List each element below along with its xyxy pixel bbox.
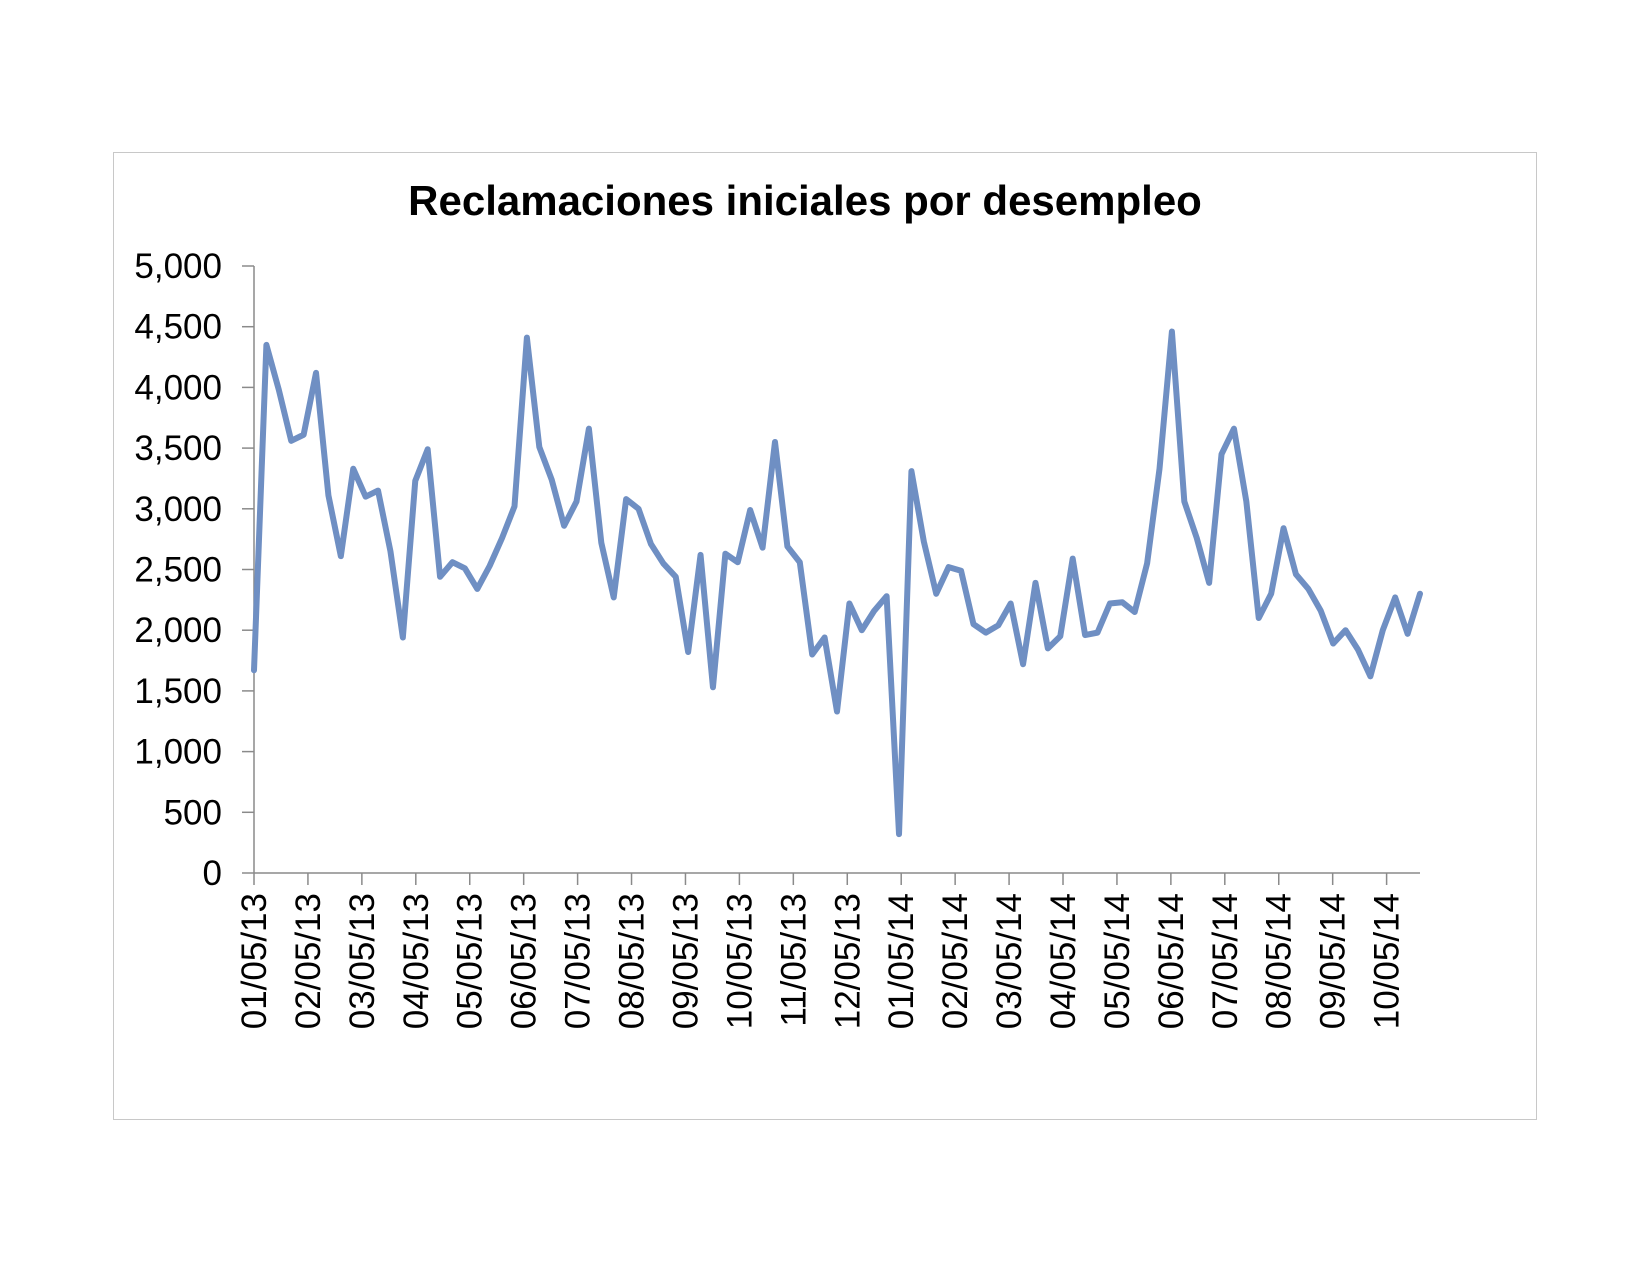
x-tick-label: 11/05/13 bbox=[774, 893, 813, 1027]
y-tick-label: 500 bbox=[164, 793, 222, 832]
y-tick-label: 0 bbox=[203, 854, 222, 893]
y-tick-label: 2,500 bbox=[134, 551, 222, 590]
x-tick-label: 02/05/14 bbox=[936, 893, 975, 1029]
x-tick-label: 07/05/14 bbox=[1206, 893, 1245, 1029]
x-tick-label: 09/05/13 bbox=[666, 893, 705, 1029]
x-tick-label: 12/05/13 bbox=[828, 893, 867, 1029]
x-tick-label: 03/05/13 bbox=[343, 893, 382, 1029]
y-tick-label: 1,000 bbox=[134, 733, 222, 772]
x-tick-label: 01/05/14 bbox=[882, 893, 921, 1029]
x-tick-label: 01/05/13 bbox=[235, 893, 274, 1029]
series-group bbox=[251, 328, 1423, 838]
x-axis: 01/05/13 02/05/13 03/05/13 04/05/13 05/05/13… bbox=[235, 872, 1420, 1029]
x-tick-label: 04/05/14 bbox=[1044, 893, 1083, 1029]
x-tick-label: 08/05/13 bbox=[613, 893, 652, 1029]
x-tick-label: 10/05/14 bbox=[1368, 893, 1407, 1029]
x-tick-label: 07/05/13 bbox=[559, 893, 598, 1029]
y-axis: 0 500 1,000 1,500 2,000 2,500 3,000 3,500 4,000 4… bbox=[134, 247, 255, 893]
x-tick-label: 04/05/13 bbox=[397, 893, 436, 1029]
x-tick-label: 02/05/13 bbox=[289, 893, 328, 1029]
y-tick-label: 3,500 bbox=[134, 429, 222, 468]
x-tick-label: 06/05/14 bbox=[1152, 893, 1191, 1029]
series-line bbox=[251, 328, 1423, 838]
x-tick-label: 09/05/14 bbox=[1314, 893, 1353, 1029]
x-tick-label: 10/05/13 bbox=[720, 893, 759, 1029]
x-tick-label: 05/05/14 bbox=[1098, 893, 1137, 1029]
chart-title: Reclamaciones iniciales por desempleo bbox=[408, 177, 1202, 224]
line-chart: Reclamaciones iniciales por desempleo 05… bbox=[134, 177, 1423, 1029]
y-tick-label: 4,500 bbox=[134, 308, 222, 347]
x-tick-label: 05/05/13 bbox=[451, 893, 490, 1029]
x-tick-label: 08/05/14 bbox=[1260, 893, 1299, 1029]
y-tick-label: 4,000 bbox=[134, 368, 222, 407]
y-tick-label: 5,000 bbox=[134, 247, 222, 286]
x-tick-label: 03/05/14 bbox=[990, 893, 1029, 1029]
y-tick-label: 1,500 bbox=[134, 672, 222, 711]
x-tick-label: 06/05/13 bbox=[505, 893, 544, 1029]
y-tick-label: 2,000 bbox=[134, 611, 222, 650]
y-tick-label: 3,000 bbox=[134, 490, 222, 529]
